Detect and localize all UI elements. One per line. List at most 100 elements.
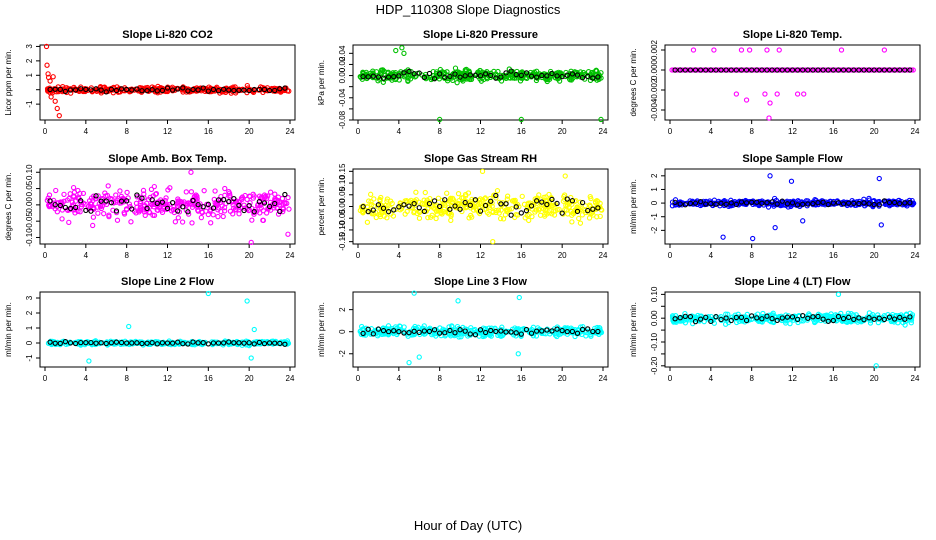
data-point	[490, 239, 496, 245]
data-point-black	[825, 67, 831, 73]
data-point-black	[437, 330, 443, 336]
data-point-black	[159, 199, 166, 205]
x-tick-label: 20	[558, 374, 567, 383]
data-point-black	[881, 198, 888, 204]
data-point	[900, 67, 906, 73]
data-point-black	[62, 204, 69, 211]
data-point	[538, 201, 545, 208]
data-point	[783, 320, 789, 326]
data-point	[700, 67, 706, 73]
data-point	[679, 67, 686, 73]
data-point	[434, 202, 440, 208]
data-point	[825, 199, 831, 206]
data-point	[750, 235, 756, 242]
data-point-black	[856, 315, 862, 321]
data-point	[233, 207, 239, 213]
data-point	[284, 341, 290, 347]
data-point-black	[457, 206, 463, 212]
data-point-black	[215, 88, 222, 94]
data-point-black	[416, 70, 422, 76]
x-tick-label: 12	[163, 251, 172, 260]
data-point-black	[528, 203, 535, 209]
y-tick-label: -0.04	[338, 88, 347, 107]
data-point-black	[708, 318, 714, 325]
x-tick-label: 12	[788, 374, 797, 383]
data-point-black	[261, 340, 268, 347]
data-point	[504, 208, 510, 215]
data-point-black	[139, 195, 145, 201]
data-point	[358, 73, 364, 80]
data-point	[876, 175, 882, 182]
panel-title: Slope Line 4 (LT) Flow	[735, 276, 851, 288]
data-point-black	[866, 315, 872, 321]
data-point-black	[467, 331, 473, 337]
data-point-black	[728, 317, 734, 324]
x-tick-label: 8	[437, 127, 442, 136]
x-tick-label: 4	[397, 374, 402, 383]
data-point	[246, 193, 253, 199]
data-point	[788, 178, 795, 184]
x-tick-label: 16	[204, 251, 213, 260]
data-point-black	[907, 67, 913, 73]
y-tick-label: 0.04	[338, 45, 347, 61]
data-point	[226, 189, 232, 195]
data-point	[227, 208, 234, 214]
data-point	[275, 211, 282, 217]
data-point	[71, 189, 78, 195]
data-point	[863, 67, 870, 73]
data-point	[193, 192, 199, 198]
data-point	[726, 67, 732, 73]
data-point-black	[180, 341, 186, 347]
data-point-black	[282, 191, 288, 198]
data-point-black	[493, 192, 499, 199]
data-point	[562, 173, 568, 179]
data-point-black	[672, 316, 678, 322]
data-point	[740, 67, 746, 73]
data-point	[491, 192, 497, 198]
data-point-black	[391, 328, 397, 334]
data-point	[168, 208, 175, 214]
data-point	[874, 67, 880, 73]
data-point	[560, 211, 566, 217]
data-point-black	[396, 328, 402, 335]
data-point-black	[442, 197, 448, 203]
data-point-black	[144, 205, 150, 211]
data-point-black	[462, 73, 468, 79]
data-point-black	[169, 200, 176, 206]
data-point-black	[406, 68, 412, 75]
data-point-black	[365, 208, 371, 215]
data-point-black	[365, 74, 371, 80]
x-tick-label: 0	[668, 251, 673, 260]
data-point-black	[83, 207, 89, 214]
data-point	[685, 67, 691, 73]
data-point-black	[72, 340, 79, 347]
x-tick-label: 4	[709, 374, 714, 383]
data-point	[889, 67, 896, 73]
data-point	[518, 75, 524, 81]
data-point-black	[703, 67, 709, 73]
y-axis-label: ml/min per min.	[629, 302, 638, 357]
data-point-black	[590, 75, 596, 81]
data-point	[189, 220, 195, 226]
data-point	[792, 67, 798, 73]
data-point	[487, 332, 493, 338]
data-point	[59, 207, 66, 213]
data-point-black	[871, 67, 877, 73]
data-point	[674, 67, 680, 73]
y-tick-label: 0.10	[25, 164, 34, 180]
data-point	[67, 191, 73, 197]
data-point-black	[108, 200, 115, 206]
data-point-black	[713, 314, 719, 320]
data-point	[201, 188, 207, 194]
data-point-black	[759, 67, 765, 73]
data-point-black	[784, 67, 791, 73]
data-point	[487, 195, 493, 202]
data-point	[220, 89, 226, 95]
data-point	[285, 194, 291, 201]
x-tick-label: 24	[911, 251, 920, 260]
data-point	[563, 202, 569, 208]
data-point	[144, 200, 150, 207]
data-point-black	[175, 339, 181, 345]
data-point-black	[703, 201, 709, 207]
data-point-black	[272, 200, 278, 207]
